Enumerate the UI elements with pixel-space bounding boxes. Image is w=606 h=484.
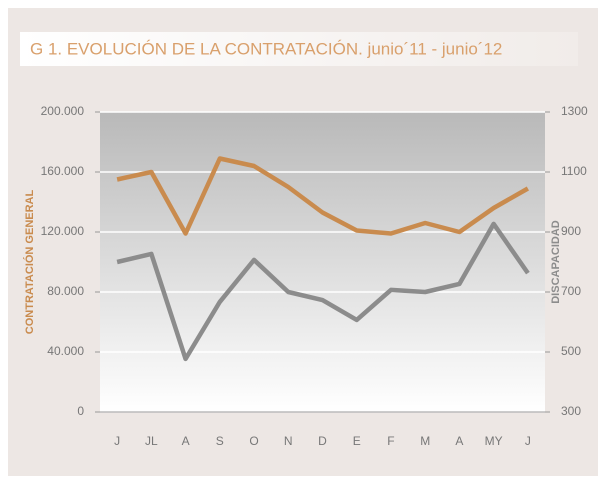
series-line — [116, 221, 530, 362]
x-tick-label: J — [114, 434, 120, 448]
y-axis-label: CONTRATACIÓN GENERAL — [23, 190, 36, 335]
x-tick-label: A — [455, 434, 463, 448]
y-tick-label: 160.000 — [41, 164, 85, 178]
x-tick-label: MY — [485, 434, 503, 448]
y-tick-label: 200.000 — [41, 104, 85, 118]
y2-tick-label: 1100 — [561, 164, 587, 178]
title-band — [20, 32, 578, 66]
y-tick-label: 40.000 — [47, 344, 84, 358]
y-tick-label: 80.000 — [47, 284, 84, 298]
x-tick-label: D — [318, 434, 327, 448]
x-tick-label: O — [249, 434, 258, 448]
y2-tick-label: 500 — [561, 344, 581, 358]
y2-tick-label: 300 — [561, 404, 581, 418]
x-tick-label: E — [353, 434, 361, 448]
y2-tick-label: 1300 — [561, 104, 588, 118]
y2-tick-label: 900 — [561, 224, 581, 238]
chart-title: G 1. EVOLUCIÓN DE LA CONTRATACIÓN. junio… — [30, 39, 502, 58]
y-tick-label: 120.000 — [41, 224, 85, 238]
y2-tick-label: 700 — [561, 284, 581, 298]
x-tick-label: F — [387, 434, 394, 448]
series-line — [116, 156, 529, 236]
y-tick-label: 0 — [77, 404, 84, 418]
x-tick-label: A — [182, 434, 190, 448]
x-tick-label: N — [284, 434, 293, 448]
x-tick-label: JL — [145, 434, 158, 448]
x-tick-label: M — [420, 434, 430, 448]
x-tick-label: J — [525, 434, 531, 448]
x-tick-label: S — [216, 434, 224, 448]
y2-axis-label: DISCAPACIDAD — [550, 220, 562, 304]
plot-area — [100, 112, 545, 412]
